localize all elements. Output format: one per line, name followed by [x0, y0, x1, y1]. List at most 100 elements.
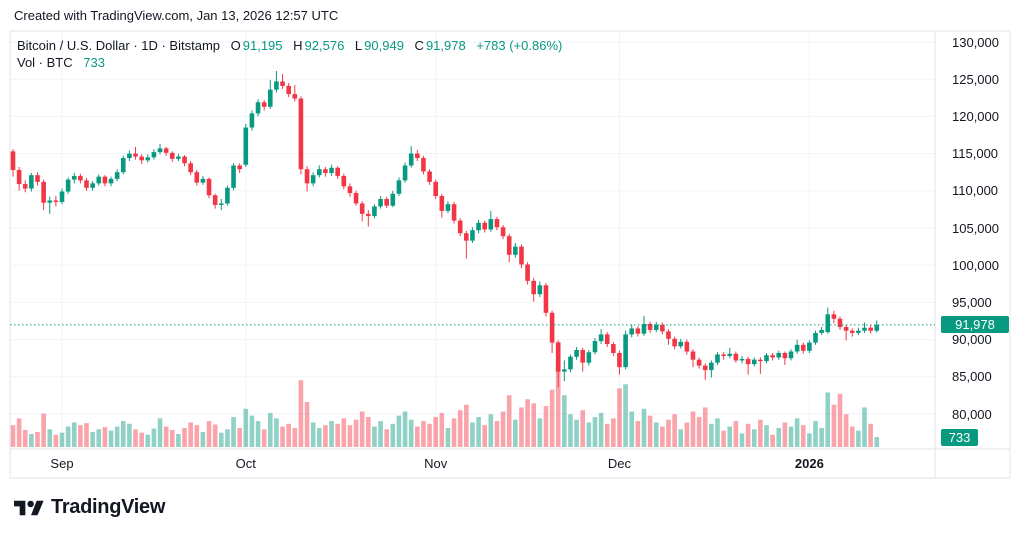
month-label: Sep	[50, 456, 74, 471]
open-label: O	[230, 38, 241, 53]
volume-bar	[261, 429, 267, 447]
volume-bar	[617, 388, 622, 447]
volume-bar	[108, 430, 114, 447]
candle-body	[807, 342, 812, 351]
volume-bar	[127, 423, 132, 447]
candle-body	[10, 151, 16, 170]
volume-bar	[243, 408, 249, 447]
volume-bar	[525, 399, 530, 447]
chart-frame	[9, 30, 1011, 479]
high-label: H	[293, 38, 303, 53]
volume-bar	[856, 430, 861, 447]
volume-bar	[390, 423, 396, 447]
volume-bar	[353, 419, 359, 447]
volume-bar	[255, 421, 261, 447]
candle-body	[641, 323, 647, 334]
candle-body	[157, 148, 163, 153]
candle-body	[782, 352, 788, 359]
candle-body	[59, 191, 65, 202]
candle-body	[562, 369, 567, 372]
last-price-badge: 91,978	[941, 316, 1009, 334]
volume-bar	[513, 419, 518, 447]
price-tick-label: 80,000	[952, 406, 992, 422]
tradingview-logo-icon	[14, 500, 44, 515]
candle-body	[421, 158, 426, 172]
volume-bar	[133, 429, 138, 447]
candle-body	[255, 102, 261, 114]
candle-body	[182, 156, 187, 164]
candle-body	[212, 195, 218, 205]
candle-body	[127, 153, 132, 159]
candle-body	[745, 358, 751, 365]
candle-body	[623, 334, 628, 368]
volume-bar	[378, 421, 383, 447]
volume-bar	[598, 412, 604, 447]
candle-body	[359, 203, 365, 214]
volume-bar	[231, 416, 236, 447]
price-tick-label: 130,000	[952, 34, 999, 50]
candle-body	[163, 148, 169, 153]
volume-bar	[727, 426, 733, 447]
volume-bar	[549, 389, 555, 447]
candle-body	[525, 264, 530, 281]
volume-bar	[47, 429, 53, 447]
volume-bar	[776, 427, 782, 447]
volume-bar	[206, 421, 212, 447]
volume-bar	[586, 422, 592, 447]
volume-bar	[506, 395, 512, 447]
candle-body	[47, 200, 53, 203]
candle-body	[709, 362, 714, 371]
volume-bar	[347, 425, 353, 447]
candle-body	[800, 344, 806, 351]
close-value: 91,978	[425, 38, 466, 53]
volume-bar	[709, 423, 714, 447]
volume-bar	[470, 422, 475, 447]
tradingview-logo[interactable]: TradingView	[14, 496, 165, 519]
volume-bar	[433, 416, 438, 447]
volume-bar	[59, 432, 65, 447]
candle-body	[396, 180, 402, 194]
volume-bar	[684, 422, 690, 447]
volume-bar	[451, 418, 457, 447]
volume-bar	[653, 422, 659, 447]
month-label: Oct	[235, 456, 256, 471]
volume-bar	[372, 426, 377, 447]
candle-body	[286, 85, 291, 95]
candle-body	[629, 328, 635, 335]
candle-body	[831, 314, 837, 319]
candle-body	[604, 334, 610, 345]
candle-body	[408, 153, 414, 166]
volume-bar	[78, 425, 83, 447]
volume-bar	[329, 421, 334, 447]
volume-bar	[280, 426, 285, 447]
volume-bar	[84, 423, 89, 447]
volume-bar	[200, 431, 206, 447]
month-label: Nov	[424, 456, 448, 471]
candle-body	[513, 246, 518, 255]
low-value: 90,949	[364, 38, 404, 53]
symbol-title: Bitcoin / U.S. Dollar · 1D · Bitstamp	[17, 38, 220, 53]
candle-body	[90, 183, 95, 188]
candle-body	[592, 341, 598, 353]
candle-body	[206, 178, 212, 196]
volume-bar	[415, 426, 420, 447]
volume-bar	[249, 415, 255, 447]
volume-bar	[53, 434, 59, 447]
volume-bar	[647, 415, 653, 447]
price-tick-label: 100,000	[952, 257, 999, 273]
candle-body	[733, 353, 739, 361]
year-label: 2026	[794, 456, 824, 471]
candle-body	[323, 169, 328, 173]
candle-body	[274, 81, 279, 90]
volume-bar	[721, 430, 726, 447]
volume-bar	[494, 421, 500, 447]
volume-bar	[715, 418, 720, 447]
volume-bar	[188, 422, 193, 447]
candle-body	[372, 206, 377, 217]
candle-body	[249, 113, 255, 128]
candle-body	[813, 332, 818, 343]
symbol-legend: Bitcoin / U.S. Dollar · 1D · Bitstamp O 9…	[17, 38, 564, 53]
candle-body	[506, 236, 512, 255]
candle-body	[225, 187, 230, 204]
